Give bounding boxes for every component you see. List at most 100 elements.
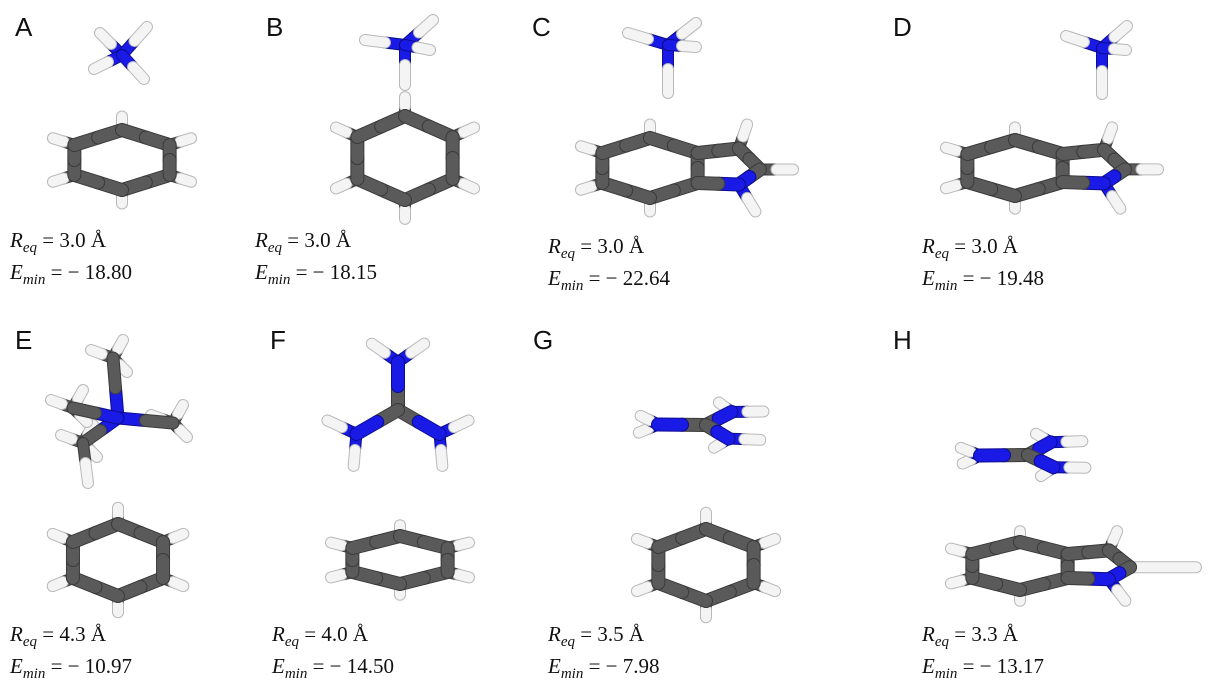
bond [146,421,174,424]
value-text: = 3.0 Å [580,234,644,258]
bond [743,125,747,137]
panel-label: H [893,325,912,356]
symbol: E [548,654,561,678]
symbol: R [10,622,23,646]
value-text: = 3.0 Å [954,234,1018,258]
bond [120,365,127,372]
e-equation: Emin = − 18.15 [255,260,377,289]
bond [441,450,442,466]
symbol: R [272,622,285,646]
panel-label: C [532,12,551,43]
subscript-text: eq [23,240,37,256]
bond [336,184,347,189]
value-text: = − 7.98 [589,654,660,678]
bond [963,460,972,464]
r-equation: Req = 4.3 Å [10,622,106,651]
bond [961,448,971,452]
value-text: = − 18.80 [51,260,132,284]
bond [1066,441,1082,442]
bond [419,20,433,33]
symbol: R [922,234,935,258]
value-text: = 3.3 Å [954,622,1018,646]
figure: AReq = 3.0 ÅEmin = − 18.80BReq = 3.0 ÅEm… [0,0,1220,681]
subscript-text: eq [285,634,299,650]
panel-label: E [15,325,32,356]
bond [331,575,342,578]
subscript-text: eq [268,240,282,256]
symbol: E [10,654,23,678]
bond [463,184,474,189]
bond [682,46,696,47]
bond [178,405,183,414]
bond [73,408,96,413]
bond [714,443,721,448]
bond [1036,434,1043,438]
symbol: E [272,654,285,678]
subscript: eq [268,240,282,256]
bond [336,128,347,133]
bond [135,27,148,41]
bond [113,358,116,388]
bond [641,416,650,420]
bond [581,186,592,189]
panel-label: G [533,325,553,356]
bond [365,40,385,43]
subscript-text: eq [23,634,37,650]
subscript: eq [561,634,575,650]
bond [51,400,62,404]
bond [53,582,63,586]
bond [458,543,469,546]
subscript-text: eq [935,634,949,650]
bond [698,183,719,184]
bond [91,350,102,354]
bond [53,178,64,181]
value-text: = − 10.97 [51,654,132,678]
bond [1041,472,1047,476]
e-equation: Emin = − 7.98 [548,654,660,681]
symbol: E [255,260,268,284]
subscript-text: min [285,666,308,681]
bond [1117,590,1125,601]
subscript: eq [285,634,299,650]
panel-label: F [270,325,286,356]
bond [418,48,431,51]
bond [946,148,957,151]
r-equation: Req = 3.0 Å [255,228,351,257]
bond [1063,182,1084,183]
bond [1039,442,1050,448]
subscript-text: min [23,666,46,681]
bond [463,128,474,133]
r-equation: Req = 3.5 Å [548,622,644,651]
bond [764,539,775,543]
bond [180,430,187,437]
bond [458,575,469,578]
subscript: min [561,278,584,294]
bond [94,62,108,69]
r-equation: Req = 3.0 Å [548,234,644,263]
bond [637,587,648,591]
bond [86,463,89,483]
bond [1068,578,1089,579]
value-text: = 4.0 Å [304,622,368,646]
bond [951,549,962,552]
bond [90,450,97,457]
value-text: = − 13.17 [963,654,1044,678]
bond [744,439,760,440]
subscript: eq [935,634,949,650]
bond [454,420,469,427]
value-text: = 3.0 Å [42,228,106,252]
e-equation: Emin = − 14.50 [272,654,394,681]
e-equation: Emin = − 18.80 [10,260,132,289]
subscript: min [23,272,46,288]
symbol: R [922,622,935,646]
r-equation: Req = 3.3 Å [922,622,1018,651]
subscript: eq [23,634,37,650]
bond [1108,127,1112,138]
panel-label: B [266,12,283,43]
bond [118,340,123,349]
e-equation: Emin = − 10.97 [10,654,132,681]
symbol: E [10,260,23,284]
bond [180,138,191,141]
subscript: eq [561,246,575,262]
subscript-text: min [935,278,958,294]
